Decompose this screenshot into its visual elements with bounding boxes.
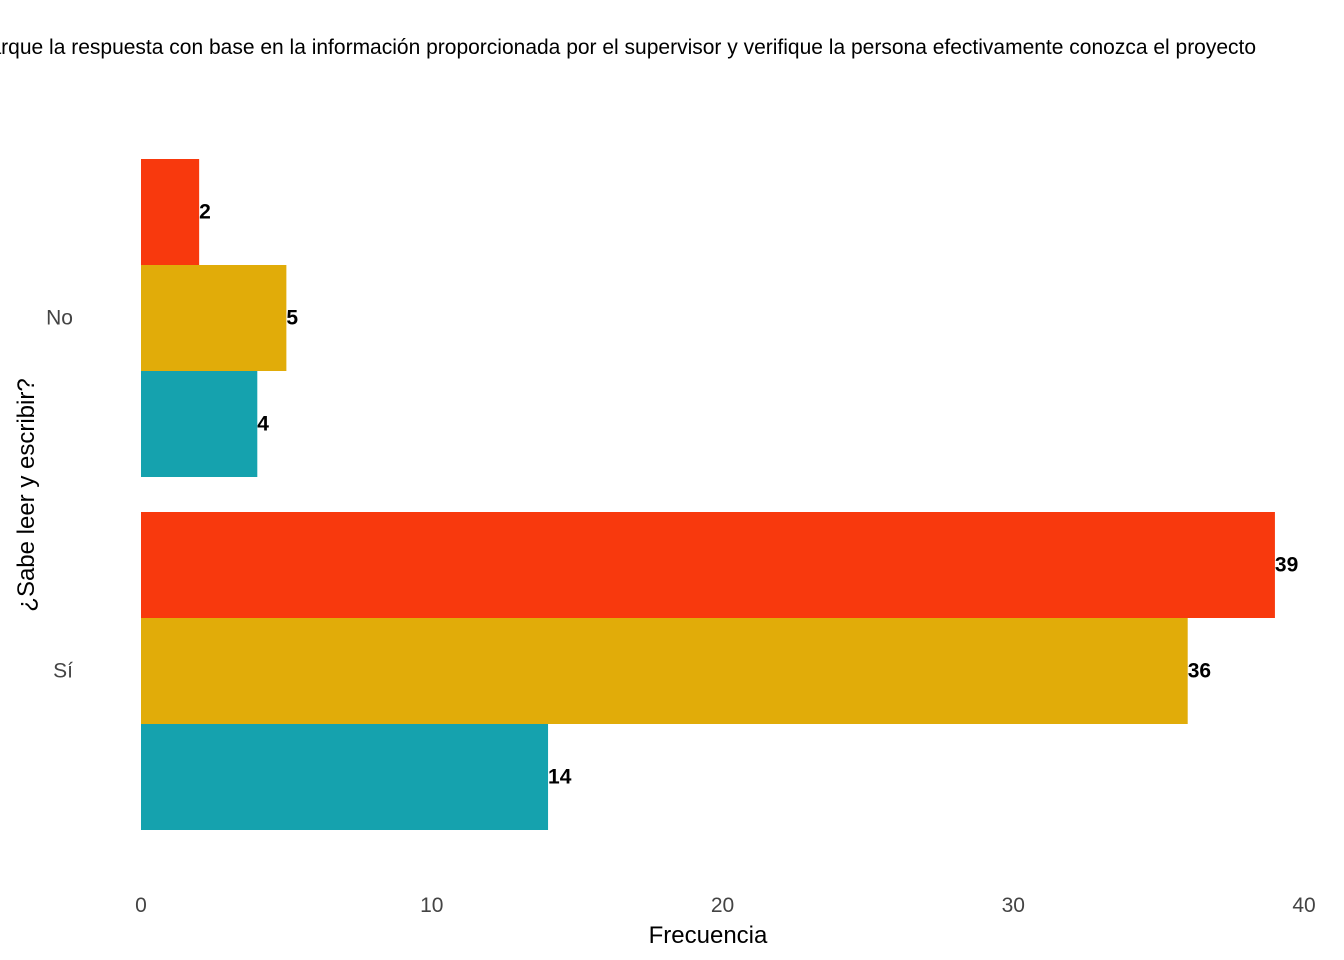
y-axis-title: ¿Sabe leer y escribir? [13, 378, 40, 611]
data-label: 36 [1188, 660, 1211, 683]
x-axis-ticks: 0 10 20 30 40 [135, 894, 1316, 917]
data-labels-layer: 2 5 4 39 36 14 [199, 201, 1298, 789]
bar-s-series-3 [141, 724, 549, 830]
bar-s-series-1 [141, 512, 1275, 618]
x-tick-label: 10 [420, 894, 443, 917]
bar-no-series-2 [141, 265, 287, 371]
y-tick-label: Sí [53, 660, 73, 683]
bar-s-series-2 [141, 618, 1188, 724]
data-label: 14 [548, 766, 572, 789]
data-label: 4 [257, 413, 269, 436]
chart-title: Marque la respuesta con base en la infor… [0, 36, 1257, 59]
data-label: 39 [1275, 554, 1298, 577]
bar-no-series-3 [141, 371, 258, 477]
bar-no-series-1 [141, 159, 200, 265]
data-label: 2 [199, 201, 211, 224]
x-tick-label: 30 [1002, 894, 1025, 917]
y-axis-ticks: No Sí [46, 307, 73, 683]
x-tick-label: 0 [135, 894, 147, 917]
x-tick-label: 40 [1292, 894, 1315, 917]
data-label: 5 [286, 307, 298, 330]
x-tick-label: 20 [711, 894, 734, 917]
x-axis-title: Frecuencia [649, 922, 768, 949]
y-tick-label: No [46, 307, 73, 330]
bars-layer [141, 159, 1275, 830]
